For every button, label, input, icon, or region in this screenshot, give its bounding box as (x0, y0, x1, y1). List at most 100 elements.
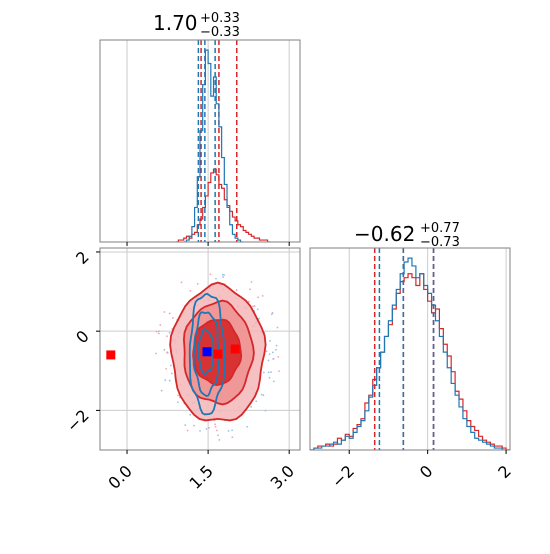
joint-sample-point (223, 274, 225, 276)
joint-blue-contour-middle (192, 311, 220, 397)
joint-ytick-label: −2 (63, 406, 93, 436)
joint-sample-point (257, 296, 259, 299)
joint-sample-point (170, 372, 173, 375)
joint-ytick-label: 0 (72, 327, 93, 348)
joint-sample-point (231, 429, 234, 432)
joint-sample-point (189, 413, 192, 416)
right-xtick-label: −2 (328, 461, 358, 491)
joint-sample-point (268, 376, 271, 379)
joint-sample-point (255, 400, 258, 403)
joint-sample-point (168, 312, 171, 315)
joint-sample-point (250, 405, 253, 408)
title-param-2: −0.62 (354, 222, 415, 246)
title-param-1-minus: −0.33 (200, 25, 240, 40)
joint-sample-point (209, 273, 212, 276)
joint-marker-2 (213, 349, 223, 359)
joint-xtick-label: 3.0 (267, 461, 298, 492)
joint-sample-point (193, 424, 195, 427)
joint-sample-point (227, 429, 230, 432)
joint-sample-point (247, 300, 250, 303)
right-hist-blue (310, 257, 510, 450)
joint-sample-point (157, 332, 160, 335)
joint-sample-point (155, 330, 158, 333)
joint-sample-point (264, 409, 267, 412)
joint-sample-point (267, 359, 270, 362)
joint-sample-point (169, 364, 172, 367)
joint-sample-point (222, 276, 225, 278)
title-param-2-plus: +0.77 (420, 221, 460, 236)
joint-sample-point (166, 335, 168, 338)
right-frame (309, 247, 511, 451)
joint-sample-point (159, 324, 162, 326)
joint-sample-point (265, 350, 268, 353)
panel-joint-2d: 0.0 1.5 3.0 −2 0 2 (63, 247, 301, 493)
joint-sample-point (235, 289, 238, 291)
joint-blue-contour-outer (188, 292, 226, 416)
title-param-2-value: −0.62 (354, 222, 415, 246)
top-hist-blue (183, 49, 244, 242)
joint-sample-point (217, 434, 219, 437)
joint-sample-point (215, 277, 217, 280)
joint-marker-1 (202, 347, 212, 357)
title-param-1-plus: +0.33 (200, 11, 240, 26)
joint-xtick-label: 1.5 (186, 461, 217, 492)
joint-sample-point (253, 305, 256, 307)
joint-sample-point (277, 355, 280, 358)
joint-sample-point (261, 294, 264, 297)
joint-sample-point (216, 429, 218, 432)
joint-sample-point (276, 326, 279, 329)
joint-sample-point (275, 344, 278, 347)
joint-sample-point (278, 370, 280, 373)
joint-sample-point (268, 353, 271, 355)
joint-blue-contour-inner (196, 328, 215, 376)
joint-sample-point (246, 425, 249, 428)
joint-sample-point (158, 330, 160, 333)
joint-sample-point (163, 311, 166, 313)
joint-sample-point (199, 429, 201, 432)
joint-sample-point (214, 423, 217, 426)
title-param-1: 1.70 (153, 11, 198, 35)
joint-sample-point (177, 394, 180, 397)
joint-sample-point (180, 281, 183, 284)
joint-xtick-label: 0.0 (104, 461, 135, 492)
right-hist-red (310, 273, 510, 450)
joint-sample-point (269, 340, 271, 342)
panel-marginal-param-1 (99, 39, 301, 246)
right-xtick-label: 2 (494, 461, 515, 482)
title-param-2-minus: −0.73 (420, 235, 460, 250)
panel-marginal-param-2: −2 0 2 (309, 247, 515, 492)
joint-sample-point (214, 425, 217, 428)
top-frame (99, 39, 301, 243)
joint-sample-point (155, 352, 157, 355)
joint-sample-point (196, 282, 199, 285)
joint-sample-point (208, 426, 210, 429)
joint-sample-point (165, 368, 168, 370)
joint-sample-point (267, 371, 270, 374)
joint-marker-3 (230, 344, 240, 354)
joint-sample-point (176, 401, 179, 404)
joint-sample-point (168, 379, 171, 382)
joint-frame (99, 247, 301, 451)
joint-sample-point (221, 273, 224, 276)
joint-sample-point (164, 379, 167, 382)
joint-sample-point (262, 371, 265, 374)
joint-sample-point (231, 436, 234, 439)
joint-sample-point (272, 380, 275, 383)
joint-sample-point (163, 348, 166, 351)
joint-sample-point (160, 389, 163, 392)
joint-sample-point (189, 290, 192, 292)
joint-sample-point (184, 424, 187, 427)
joint-sample-point (271, 312, 274, 314)
joint-sample-point (272, 357, 275, 360)
joint-sample-point (250, 281, 253, 283)
joint-sample-point (271, 351, 274, 354)
joint-sample-point (205, 427, 208, 430)
joint-sample-point (260, 393, 263, 396)
top-hist-red (175, 168, 271, 242)
joint-sample-point (172, 317, 174, 319)
joint-sample-point (249, 288, 251, 291)
title-param-1-value: 1.70 (153, 11, 198, 35)
joint-sample-point (258, 317, 260, 320)
